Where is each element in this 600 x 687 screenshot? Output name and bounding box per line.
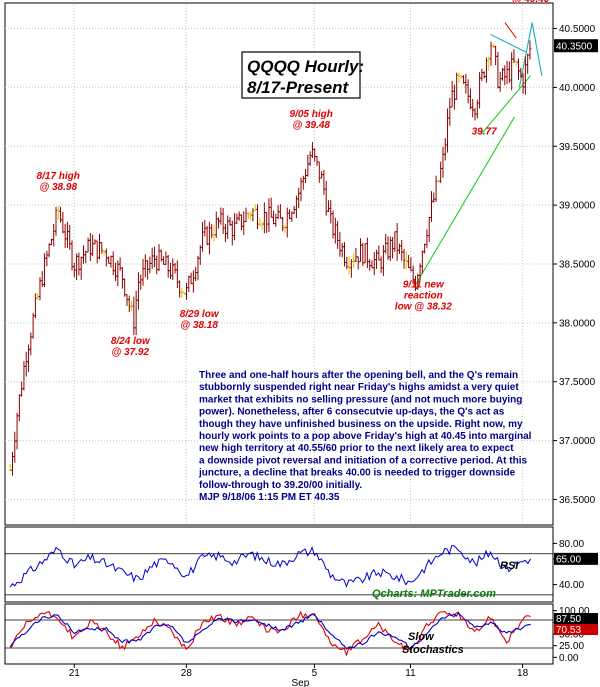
x-axis: 21 28 5 11 18 Sep — [69, 664, 529, 687]
stochastics-d-value: 70.53 — [556, 625, 581, 636]
price-annotation-label: 9/05 high — [290, 109, 333, 120]
commentary-line: stubbornly suspended right near Friday's… — [199, 382, 519, 393]
price-tick-label: 39.0000 — [559, 201, 596, 212]
stochastics-tick-label: 25.00 — [559, 641, 584, 652]
current-price-badge-bg — [554, 39, 598, 53]
rsi-current-badge-bg — [554, 552, 598, 565]
price-tick-label: 40.5000 — [559, 24, 596, 35]
price-tick-label: 37.5000 — [559, 377, 596, 388]
commentary-line: power). Nonetheless, after 6 consecutvie… — [199, 407, 505, 418]
lower-trend-line — [414, 116, 516, 286]
x-tick-label: 11 — [405, 668, 416, 679]
price-tick-label: 38.0000 — [559, 318, 596, 329]
price-annotation-label: 39.77 — [472, 127, 497, 138]
price-bars — [8, 40, 532, 476]
rsi-line — [9, 544, 532, 588]
price-annotation-label: @ 38.18 — [180, 320, 218, 331]
stochastics-k-value: 87.50 — [556, 614, 581, 625]
rsi-tick-label: 40.00 — [559, 580, 584, 591]
price-tick-label: 38.5000 — [559, 260, 596, 271]
stochastics-d-line — [9, 612, 531, 650]
chart-subtitle: 8/17-Present — [247, 78, 349, 97]
price-annotations: 8/17 high@ 38.988/24 low@ 37.928/29 low@… — [37, 0, 550, 358]
wedge-resistance-line — [490, 33, 527, 53]
price-annotation-label: @ 38.98 — [39, 182, 77, 193]
commentary-line: follow-through to 39.20/00 initially. — [199, 480, 362, 491]
price-annotation-label: @ 40.40 — [512, 0, 550, 5]
price-annotation-label: low @ 38.32 — [395, 302, 452, 313]
wedge-support-line — [480, 75, 532, 135]
x-tick-label: 28 — [181, 668, 193, 679]
stochastics-current-badges: 87.50 70.53 — [554, 613, 598, 636]
trend-lines — [414, 22, 543, 286]
commentary-line: though they have unfinished business on … — [199, 419, 523, 430]
commentary-line: a downside pivot reversal and initiation… — [199, 455, 527, 466]
stochastics-k-badge-bg — [554, 613, 598, 624]
x-tick-label: 21 — [69, 668, 81, 679]
price-annotation-label: 8/24 low — [111, 336, 151, 347]
stochastics-grid — [5, 619, 553, 649]
rsi-tick-label: 80.00 — [559, 539, 584, 550]
rsi-current-value: 65.00 — [556, 554, 581, 565]
price-tick-label: 39.5000 — [559, 142, 596, 153]
commentary-line: market that exhibits no selling pressure… — [199, 394, 522, 405]
price-tick-label: 37.0000 — [559, 436, 596, 447]
stochastics-tick-label: 100.00 — [559, 606, 590, 617]
commentary-line: MJP 9/18/06 1:15 PM ET 40.35 — [199, 492, 340, 503]
price-y-tick-labels: 36.5000 37.0000 37.5000 38.0000 38.5000 39.00… — [553, 24, 596, 506]
x-tick-label: 18 — [517, 668, 529, 679]
x-month-label: Sep — [292, 678, 310, 687]
current-price-badge: 40.3500 — [554, 39, 598, 53]
stochastics-label-line-2: Stochastics — [402, 644, 464, 656]
commentary-line: hourly work points to a pop above Friday… — [199, 431, 532, 442]
price-annotation-label: @ 37.92 — [112, 347, 150, 358]
projected-path — [518, 22, 543, 88]
price-annotation-label: 8/29 low — [180, 309, 220, 320]
price-tick-label: 36.5000 — [559, 495, 596, 506]
commentary-line: juncture, a decline that breaks 40.00 is… — [198, 468, 516, 479]
stochastics-d-badge-bg — [554, 624, 598, 635]
chart-credit: Qcharts: MPTrader.com — [372, 588, 496, 600]
title-box — [241, 51, 361, 99]
price-annotation-label: @ 39.48 — [292, 120, 330, 131]
price-annotation-label: 9/11 new — [403, 280, 445, 291]
chart-title: QQQQ Hourly: — [247, 57, 364, 76]
rsi-label: RSI — [500, 560, 519, 572]
annotation-pointer — [504, 22, 517, 39]
price-annotation-label: 8/17 high — [37, 171, 80, 182]
rsi-current-badge: 65.00 — [554, 552, 598, 565]
stochastics-label-line-1: Slow — [408, 631, 435, 643]
stochastics-tick-label: 0.00 — [559, 653, 579, 664]
price-annotation-label: reaction — [404, 291, 443, 302]
commentary-line: new high territory at 40.55/60 prior to … — [199, 443, 514, 454]
current-price-value: 40.3500 — [556, 42, 593, 53]
stochastics-panel-frame — [4, 603, 554, 665]
x-tick-label: 5 — [312, 668, 318, 679]
commentary-text: Three and one-half hours after the openi… — [198, 370, 532, 503]
commentary-line: Three and one-half hours after the openi… — [199, 370, 518, 381]
price-tick-label: 40.0000 — [559, 83, 596, 94]
stochastics-k-line — [9, 610, 531, 657]
